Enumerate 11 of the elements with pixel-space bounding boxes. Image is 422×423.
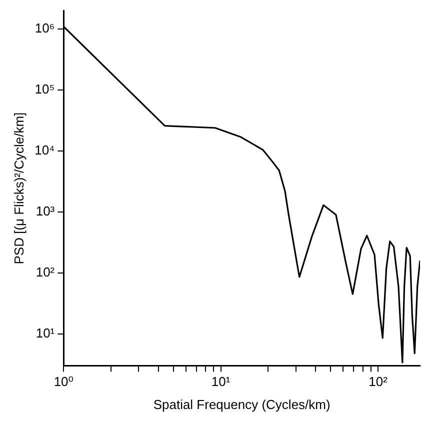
x-tick-label: 10¹: [211, 374, 231, 390]
y-tick-label: 10¹: [36, 326, 56, 341]
x-tick-label: 10⁰: [54, 374, 74, 390]
y-tick-label: 10⁴: [34, 142, 55, 158]
y-axis-title: PSD [(μ Flicks)²/Cycle/km]: [11, 112, 26, 264]
y-tick-label: 10⁵: [34, 82, 55, 97]
x-axis-title: Spatial Frequency (Cycles/km): [153, 396, 330, 412]
y-tick-label: 10²: [36, 264, 56, 280]
y-tick-label: 10⁶: [34, 20, 55, 36]
y-tick-label: 10³: [36, 204, 56, 219]
x-tick-label: 10²: [368, 374, 388, 390]
